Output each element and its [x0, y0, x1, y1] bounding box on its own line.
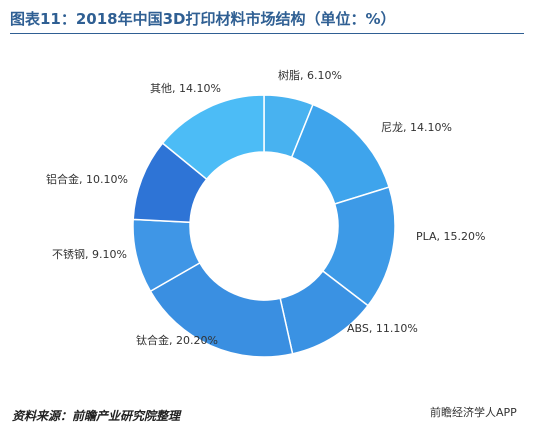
- title-divider: [10, 33, 524, 34]
- source-note: 资料来源：前瞻产业研究院整理: [12, 409, 181, 423]
- slice-7: [161, 94, 265, 181]
- slice-label-7: 其他, 14.10%: [150, 82, 221, 95]
- slice-label-3: ABS, 11.10%: [347, 322, 418, 335]
- slice-label-2: PLA, 15.20%: [416, 230, 485, 243]
- slice-label-0: 树脂, 6.10%: [278, 68, 342, 82]
- app-logo: 前瞻经济学人APP: [430, 406, 517, 419]
- slice-label-6: 铝合金, 10.10%: [46, 172, 128, 186]
- slice-label-5: 不锈钢, 9.10%: [52, 248, 127, 261]
- slice-label-4: 钛合金, 20.20%: [136, 333, 218, 347]
- donut-slices: [132, 94, 396, 358]
- slice-label-1: 尼龙, 14.10%: [381, 121, 452, 134]
- slice-1: [290, 103, 391, 205]
- slice-labels: 树脂, 6.10% 尼龙, 14.10% PLA, 15.20% ABS, 11.10…: [46, 68, 485, 347]
- chart-title: 图表11：2018年中国3D打印材料市场结构（单位：%）: [10, 10, 396, 28]
